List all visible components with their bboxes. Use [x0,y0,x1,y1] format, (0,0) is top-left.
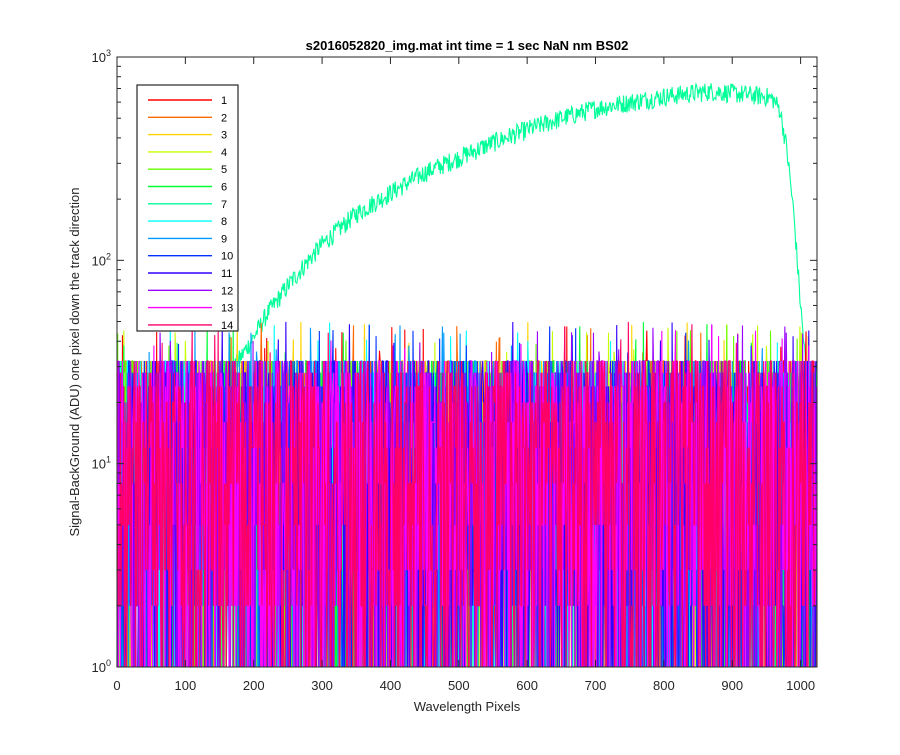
x-tick-label: 600 [516,678,538,693]
x-tick-label: 400 [380,678,402,693]
x-tick-label: 500 [448,678,470,693]
legend-label-6: 6 [221,182,227,194]
x-tick-label: 300 [311,678,333,693]
y-tick-label: 102 [92,251,111,268]
legend-label-1: 1 [221,95,227,107]
y-tick-label: 103 [92,48,111,65]
x-tick-label: 200 [243,678,265,693]
x-tick-label: 900 [721,678,743,693]
plot-frame [116,56,818,668]
legend-label-5: 5 [221,164,227,176]
legend-label-4: 4 [221,147,227,159]
x-tick-label: 100 [175,678,197,693]
y-tick-label: 101 [92,455,111,472]
legend-label-9: 9 [221,233,227,245]
legend-label-10: 10 [221,251,233,263]
x-tick-label: 0 [113,678,120,693]
legend-label-11: 11 [221,268,232,280]
series-line-14 [117,321,817,668]
x-axis-label: Wavelength Pixels [414,699,521,714]
legend-label-8: 8 [221,216,227,228]
chart-title: s2016052820_img.mat int time = 1 sec NaN… [306,38,629,53]
axis-ticks: 0 100 200 300 400 500 600 700 800 900 100010010110… [92,48,817,693]
x-tick-label: 1000 [786,678,815,693]
x-tick-label: 700 [585,678,607,693]
legend-label-3: 3 [221,130,227,142]
series-lines [116,82,817,668]
y-tick-label: 100 [92,658,111,675]
legend-label-7: 7 [221,199,227,211]
legend-label-14: 14 [221,320,233,332]
legend-label-12: 12 [221,285,233,297]
x-tick-label: 800 [653,678,675,693]
legend-label-13: 13 [221,303,233,315]
legend-label-2: 2 [221,112,227,124]
y-axis-label: Signal-BackGround (ADU) one pixel down t… [67,187,82,536]
